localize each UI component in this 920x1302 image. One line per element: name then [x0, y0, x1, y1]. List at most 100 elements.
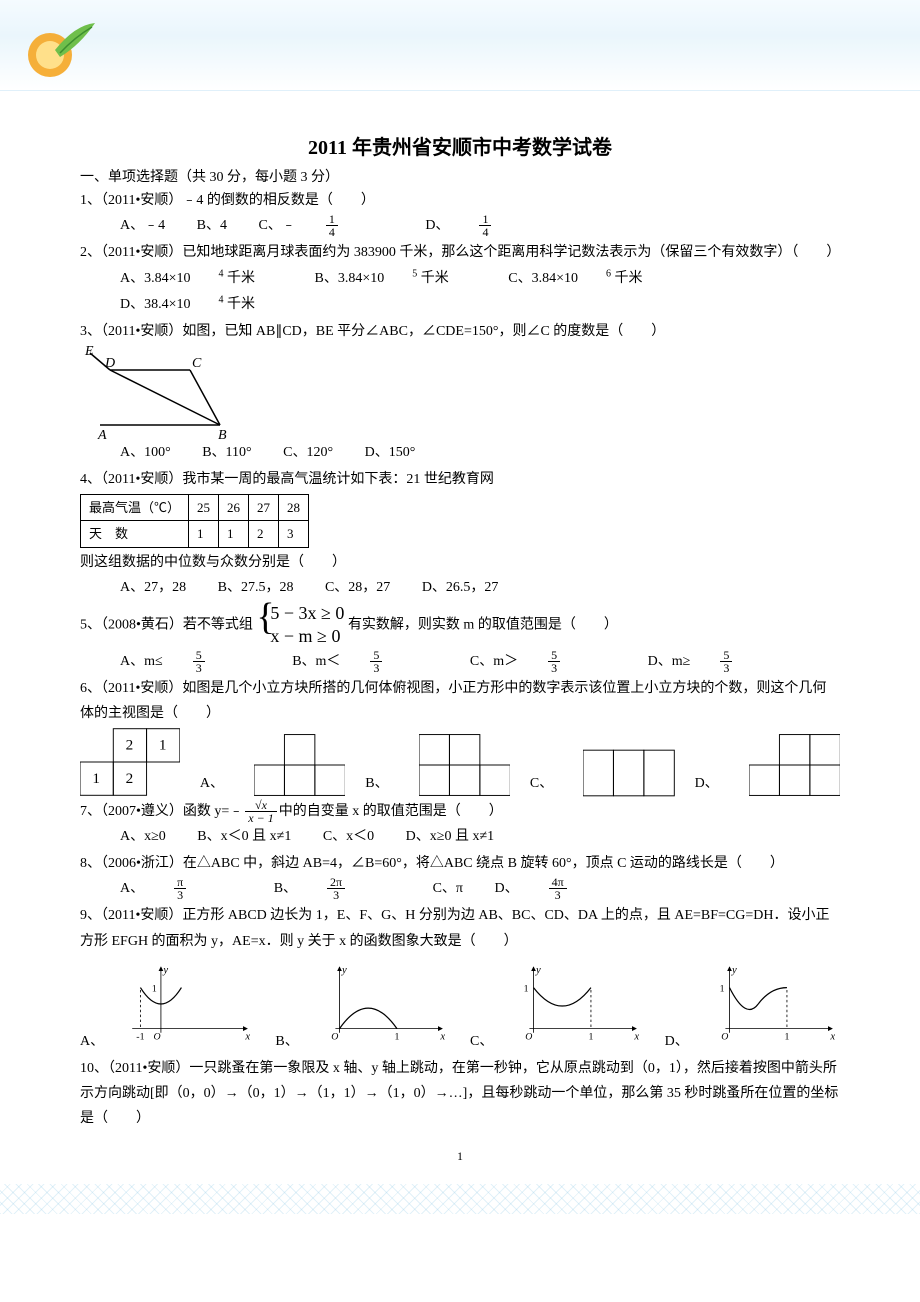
svg-text:E: E	[84, 345, 94, 359]
cell: 天 数	[81, 521, 189, 547]
question-9: 9、（2011•安顺）正方形 ABCD 边长为 1，E、F、G、H 分别为边 A…	[80, 903, 840, 1053]
exam-title: 2011 年贵州省安顺市中考数学试卷	[80, 131, 840, 160]
svg-text:x: x	[439, 1031, 445, 1042]
svg-text:y: y	[163, 965, 169, 976]
q5-opt-c: C、m＞53	[470, 654, 616, 669]
svg-text:O: O	[154, 1031, 161, 1042]
svg-text:O: O	[331, 1031, 338, 1042]
svg-text:1: 1	[524, 984, 529, 995]
q5-options: A、m≤53 B、m＜53 C、m＞53 D、m≥53	[80, 649, 840, 674]
q6-opt-b-label: B、	[365, 771, 388, 796]
q7-opt-d: D、x≥0 且 x≠1	[406, 829, 494, 844]
question-2: 2、（2011•安顺）已知地球距离月球表面约为 383900 千米，那么这个距离…	[80, 240, 840, 317]
q2-stem: 2、（2011•安顺）已知地球距离月球表面约为 383900 千米，那么这个距离…	[80, 240, 840, 265]
q2-opt-c: C、3.84×106 千米	[508, 271, 670, 286]
q1-opt-a: A、﹣4	[120, 218, 165, 233]
svg-text:x: x	[829, 1031, 835, 1042]
q5-post: 有实数解，则实数 m 的取值范围是（ ）	[348, 618, 618, 633]
svg-text:x: x	[245, 1031, 251, 1042]
q3-opt-d: D、150°	[365, 445, 416, 460]
q5-opt-b: B、m＜53	[292, 654, 438, 669]
page-content: 2011 年贵州省安顺市中考数学试卷 一、单项选择题（共 30 分，每小题 3 …	[0, 91, 920, 1184]
q9-graph-d: 1 O 1 y x	[709, 954, 840, 1054]
svg-text:y: y	[341, 965, 347, 976]
question-3: 3、（2011•安顺）如图，已知 AB∥CD，BE 平分∠ABC，∠CDE=15…	[80, 319, 840, 464]
q9-graphs: A、 1 -1 O y x B、 O 1 y	[80, 954, 840, 1054]
svg-text:1: 1	[152, 984, 157, 995]
q9-graph-b: O 1 y x	[319, 954, 450, 1054]
q3-figure: E D C A B	[80, 345, 250, 440]
q9-opt-b-label: B、	[275, 1029, 298, 1054]
footer-pattern	[0, 1184, 920, 1214]
q6-figures: 2 1 1 2 A、 B、 C、	[80, 727, 840, 797]
svg-text:1: 1	[784, 1031, 789, 1042]
cell: 28	[279, 494, 309, 520]
q7-options: A、x≥0 B、x＜0 且 x≠1 C、x＜0 D、x≥0 且 x≠1	[80, 824, 840, 849]
q4-table: 最高气温（℃） 25 26 27 28 天 数 1 1 2 3	[80, 494, 309, 548]
q1-opt-b: B、4	[197, 218, 227, 233]
header-band	[0, 0, 920, 91]
cell: 1	[219, 521, 249, 547]
svg-text:2: 2	[126, 769, 134, 786]
q8-opt-a: A、π3	[120, 881, 242, 896]
q9-opt-d-label: D、	[665, 1029, 689, 1054]
svg-text:1: 1	[159, 736, 167, 753]
cell: 1	[189, 521, 219, 547]
q8-opt-d: D、4π3	[495, 881, 623, 896]
q4-options: A、27，28 B、27.5，28 C、28，27 D、26.5，27	[80, 575, 840, 600]
q3-opt-a: A、100°	[120, 445, 171, 460]
svg-text:A: A	[97, 428, 107, 440]
q6-opt-d-label: D、	[695, 771, 719, 796]
q6-opt-d-fig	[749, 733, 840, 797]
cell: 3	[279, 521, 309, 547]
cell: 最高气温（℃）	[81, 494, 189, 520]
cell: 25	[189, 494, 219, 520]
svg-text:O: O	[526, 1031, 533, 1042]
q8-opt-b: B、2π3	[274, 881, 401, 896]
q5-opt-d: D、m≥53	[648, 654, 789, 669]
table-row: 天 数 1 1 2 3	[81, 521, 309, 547]
q1-opt-c: C、﹣14	[258, 218, 393, 233]
q7-pre: 7、（2007•遵义）函数 y=﹣	[80, 804, 243, 819]
q8-stem: 8、（2006•浙江）在△ABC 中，斜边 AB=4，∠B=60°，将△ABC …	[80, 851, 840, 876]
svg-text:2: 2	[126, 736, 134, 753]
cell: 27	[249, 494, 279, 520]
question-4: 4、（2011•安顺）我市某一周的最高气温统计如下表：21 世纪教育网 最高气温…	[80, 467, 840, 600]
svg-text:1: 1	[589, 1031, 594, 1042]
q8-options: A、π3 B、2π3 C、π D、4π3	[80, 876, 840, 901]
q6-opt-a-fig	[254, 733, 345, 797]
svg-text:O: O	[721, 1031, 728, 1042]
q5-pre: 5、（2008•黄石）若不等式组	[80, 618, 253, 633]
q3-opt-b: B、110°	[202, 445, 251, 460]
table-row: 最高气温（℃） 25 26 27 28	[81, 494, 309, 520]
svg-text:C: C	[192, 356, 202, 371]
question-5: 5、（2008•黄石）若不等式组 5 − 3x ≥ 0 x − m ≥ 0 有实…	[80, 602, 840, 674]
q6-opt-a-label: A、	[200, 771, 224, 796]
q8-opt-c: C、π	[433, 881, 463, 896]
q4-opt-a: A、27，28	[120, 580, 186, 595]
q5-opt-a: A、m≤53	[120, 654, 261, 669]
q9-graph-a: 1 -1 O y x	[124, 954, 255, 1054]
q9-stem: 9、（2011•安顺）正方形 ABCD 边长为 1，E、F、G、H 分别为边 A…	[80, 903, 840, 953]
q5-eq2: x − m ≥ 0	[270, 625, 344, 648]
q2-opt-b: B、3.84×105 千米	[315, 271, 477, 286]
q4-opt-b: B、27.5，28	[218, 580, 294, 595]
q3-opt-c: C、120°	[283, 445, 333, 460]
svg-text:y: y	[535, 965, 541, 976]
svg-text:1: 1	[719, 984, 724, 995]
q4-opt-d: D、26.5，27	[422, 580, 499, 595]
q5-system: 5 − 3x ≥ 0 x − m ≥ 0	[256, 602, 344, 649]
svg-text:-1: -1	[136, 1031, 144, 1042]
question-6: 6、（2011•安顺）如图是几个小立方块所搭的几何体俯视图，小正方形中的数字表示…	[80, 676, 840, 796]
q2-opt-a: A、3.84×104 千米	[120, 271, 283, 286]
page-number: 1	[80, 1149, 840, 1164]
svg-text:y: y	[731, 965, 737, 976]
cell: 2	[249, 521, 279, 547]
q6-stem: 6、（2011•安顺）如图是几个小立方块所搭的几何体俯视图，小正方形中的数字表示…	[80, 676, 840, 726]
q7-opt-c: C、x＜0	[323, 829, 374, 844]
question-10: 10、（2011•安顺）一只跳蚤在第一象限及 x 轴、y 轴上跳动，在第一秒钟，…	[80, 1056, 840, 1132]
q7-opt-b: B、x＜0 且 x≠1	[197, 829, 291, 844]
q6-opt-b-fig	[419, 733, 510, 797]
q1-stem: 1、（2011•安顺）﹣4 的倒数的相反数是（ ）	[80, 188, 840, 213]
q4-opt-c: C、28，27	[325, 580, 390, 595]
